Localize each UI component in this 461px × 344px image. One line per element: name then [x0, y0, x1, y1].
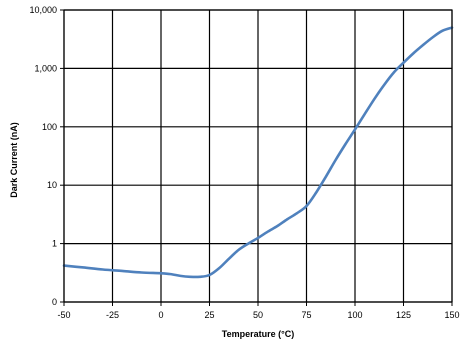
x-tick-label: 75: [301, 310, 311, 320]
x-tick-label: 150: [444, 310, 459, 320]
x-tick-label: 125: [396, 310, 411, 320]
x-tick-label: 50: [253, 310, 263, 320]
y-tick-label: 100: [42, 122, 57, 132]
y-tick-label: 10,000: [29, 5, 57, 15]
y-axis-label: Dark Current (nA): [9, 122, 19, 198]
x-tick-label: 100: [347, 310, 362, 320]
y-tick-label: 0: [52, 297, 57, 307]
dark-current-series-line: [62, 26, 454, 279]
grid-lines: [63, 9, 453, 303]
y-tick-label: 1: [52, 239, 57, 249]
x-tick-label: -25: [106, 310, 119, 320]
x-tick-label: -50: [57, 310, 70, 320]
axes: [60, 9, 453, 306]
x-tick-label: 25: [204, 310, 214, 320]
y-tick-label: 1,000: [34, 63, 57, 73]
x-tick-label: 0: [158, 310, 163, 320]
series-layer: [62, 26, 454, 279]
y-tick-label: 10: [47, 180, 57, 190]
x-axis-label: Temperature (°C): [222, 329, 294, 339]
tick-labels: -50 -25 0 25 50 75 100 125 150 0 1 10 100 1,000 10,000: [29, 5, 459, 320]
plot-area-border: [63, 9, 453, 303]
